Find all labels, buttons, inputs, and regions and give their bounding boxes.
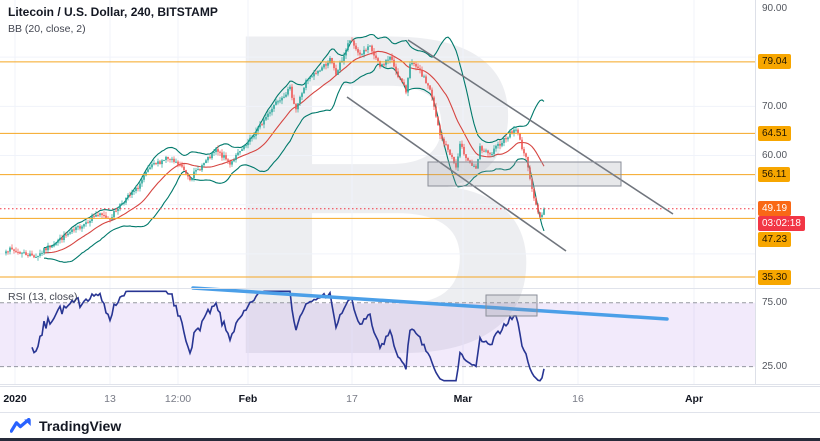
price-level-label[interactable]: 35.30 (758, 269, 792, 285)
price-level-label[interactable]: 64.51 (758, 125, 792, 141)
pane-separator[interactable] (0, 288, 820, 289)
rsi-axis-label[interactable]: 75.00 (762, 297, 788, 309)
chart-legend: Litecoin / U.S. Dollar, 240, BITSTAMP BB… (8, 5, 218, 35)
time-tick[interactable]: Feb (238, 393, 258, 405)
tradingview-logo-icon[interactable] (10, 417, 32, 434)
time-tick[interactable]: 16 (572, 393, 584, 405)
time-tick[interactable]: 12:00 (164, 393, 192, 405)
rsi-axis-label[interactable]: 25.00 (762, 361, 788, 373)
time-tick[interactable]: Mar (453, 393, 473, 405)
time-tick[interactable]: 17 (346, 393, 358, 405)
last-price-label[interactable]: 49.19 (758, 201, 792, 217)
symbol-title[interactable]: Litecoin / U.S. Dollar, 240, BITSTAMP (8, 5, 218, 19)
rsi-indicator-label[interactable]: RSI (13, close) (8, 291, 78, 303)
price-level-label[interactable]: 56.11 (758, 167, 791, 183)
bar-countdown-label[interactable]: 03:02:18 (758, 216, 805, 232)
price-chart[interactable] (0, 0, 755, 385)
pane-separator[interactable] (0, 384, 820, 385)
window-bottom-edge (0, 438, 820, 441)
time-tick[interactable]: 13 (104, 393, 116, 405)
time-axis[interactable]: 2020 13 12:00 Feb 17 Mar 16 Apr (0, 386, 820, 412)
bb-indicator-label[interactable]: BB (20, close, 2) (8, 23, 86, 35)
price-axis[interactable]: 90.00 70.00 60.00 79.04 64.51 56.11 47.23 35.30… (755, 0, 820, 385)
price-level-label[interactable]: 79.04 (758, 54, 792, 70)
price-axis-label[interactable]: 90.00 (762, 2, 788, 14)
time-tick[interactable]: Apr (684, 393, 704, 405)
time-tick[interactable]: 2020 (3, 393, 27, 405)
price-level-label[interactable]: 47.23 (758, 231, 792, 247)
price-axis-label[interactable]: 70.00 (762, 100, 788, 112)
chart-plot-area[interactable]: B Litecoin / U.S. Dollar, 240, BITSTAMP … (0, 0, 755, 385)
price-axis-label[interactable]: 60.00 (762, 150, 788, 162)
footer-bar: TradingView (0, 412, 820, 438)
tradingview-brand[interactable]: TradingView (39, 417, 122, 434)
